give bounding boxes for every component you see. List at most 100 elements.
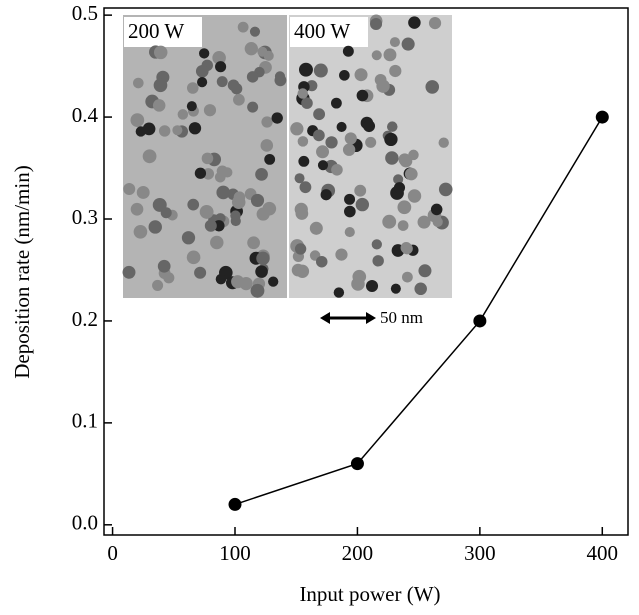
nanoparticle	[418, 264, 432, 278]
nanoparticle	[417, 215, 431, 229]
nanoparticle	[294, 243, 307, 255]
x-tick-label: 100	[219, 541, 251, 565]
nanoparticle	[390, 283, 401, 294]
nanoparticle	[152, 99, 166, 112]
nanoparticle	[181, 231, 196, 245]
nanoparticle	[239, 276, 253, 291]
nanoparticle	[214, 171, 226, 183]
nanoparticle	[227, 79, 240, 91]
nanoparticle	[393, 182, 406, 194]
y-tick-label: 0.3	[72, 205, 98, 229]
nanoparticle	[344, 227, 355, 238]
nanoparticle	[264, 153, 276, 165]
nanoparticle	[397, 200, 412, 215]
nanoparticle	[297, 136, 309, 147]
nanoparticle	[342, 45, 354, 57]
nanoparticle	[255, 265, 268, 278]
nanoparticle	[365, 279, 379, 293]
nanoparticle	[256, 251, 270, 266]
nanoparticle	[354, 184, 367, 197]
nanoparticle	[428, 17, 442, 30]
nanoparticle	[290, 122, 304, 136]
nanoparticle	[309, 221, 323, 235]
nanoparticle	[404, 167, 418, 181]
nanoparticle	[233, 191, 246, 203]
y-axis-label: Deposition rate (nm/min)	[10, 165, 34, 378]
image-divider	[287, 15, 289, 298]
nanoparticle	[257, 46, 268, 57]
nanoparticle	[387, 121, 398, 132]
nanoparticle	[414, 282, 427, 296]
label-box	[124, 17, 202, 47]
nanoparticle	[198, 48, 210, 59]
y-tick-label: 0.2	[72, 307, 98, 331]
nanoparticle	[212, 50, 226, 65]
nanoparticle	[389, 64, 402, 78]
nanoparticle	[299, 181, 312, 194]
nanoparticle	[261, 116, 273, 128]
nanoparticle	[237, 21, 249, 33]
nanoparticle	[355, 197, 370, 212]
label-box	[290, 17, 368, 47]
inset-images	[122, 14, 453, 298]
nanoparticle	[385, 151, 399, 165]
nanoparticle	[430, 203, 443, 216]
data-point	[350, 457, 364, 471]
nanoparticle	[255, 167, 268, 181]
y-tick-label: 0.5	[72, 1, 98, 25]
data-line	[234, 116, 603, 506]
nanoparticle	[352, 269, 367, 284]
nanoparticle	[294, 202, 308, 217]
nanoparticle	[244, 42, 258, 56]
nanoparticle	[142, 122, 156, 136]
nanoparticle	[250, 193, 265, 208]
nanoparticle	[298, 155, 310, 167]
nanoparticle	[163, 272, 175, 284]
nanoparticle	[230, 215, 241, 227]
nanoparticle	[336, 121, 347, 132]
nanoparticle	[210, 235, 224, 250]
nanoparticle	[297, 88, 308, 99]
nanoparticle	[160, 207, 172, 219]
nanoparticle	[194, 266, 207, 279]
nanoparticle	[295, 264, 310, 278]
y-tick-label: 0.1	[72, 409, 98, 433]
scale-bar-label: 50 nm	[380, 308, 423, 327]
nanoparticle	[363, 120, 376, 133]
nanoparticle	[383, 48, 397, 62]
nanoparticle	[203, 104, 217, 117]
nanoparticle	[157, 259, 171, 273]
y-tick-label: 0.4	[72, 103, 99, 127]
nanoparticle	[432, 216, 443, 227]
nanoparticle	[325, 136, 338, 149]
nanoparticle	[187, 198, 200, 211]
nanoparticle	[153, 78, 168, 93]
inset-label: 200 W	[128, 19, 184, 43]
nanoparticle	[249, 26, 261, 37]
nanoparticle	[331, 163, 343, 176]
data-point	[473, 314, 487, 328]
nanoparticle	[246, 71, 259, 83]
nanoparticle	[354, 68, 368, 82]
nanoparticle	[401, 37, 415, 51]
nanoparticle	[199, 204, 214, 219]
nanoparticle	[158, 125, 171, 137]
nanoparticle	[274, 71, 286, 82]
nanoparticle	[204, 219, 217, 232]
nanoparticle	[172, 125, 183, 136]
nanoparticle	[186, 101, 197, 112]
nanoparticle	[233, 93, 245, 106]
nanoparticle	[333, 287, 345, 298]
nanoparticle	[148, 220, 162, 234]
x-tick-label: 300	[464, 541, 496, 565]
inset-label: 400 W	[294, 19, 350, 43]
nanoparticle	[401, 271, 413, 283]
nanoparticle	[123, 183, 136, 195]
nanoparticle	[372, 255, 384, 267]
nanoparticle	[215, 273, 227, 285]
nanoparticle	[393, 174, 404, 185]
nanoparticle	[130, 113, 145, 127]
nanoparticle	[317, 160, 329, 171]
nanoparticle	[247, 236, 260, 250]
data-point	[595, 110, 609, 124]
